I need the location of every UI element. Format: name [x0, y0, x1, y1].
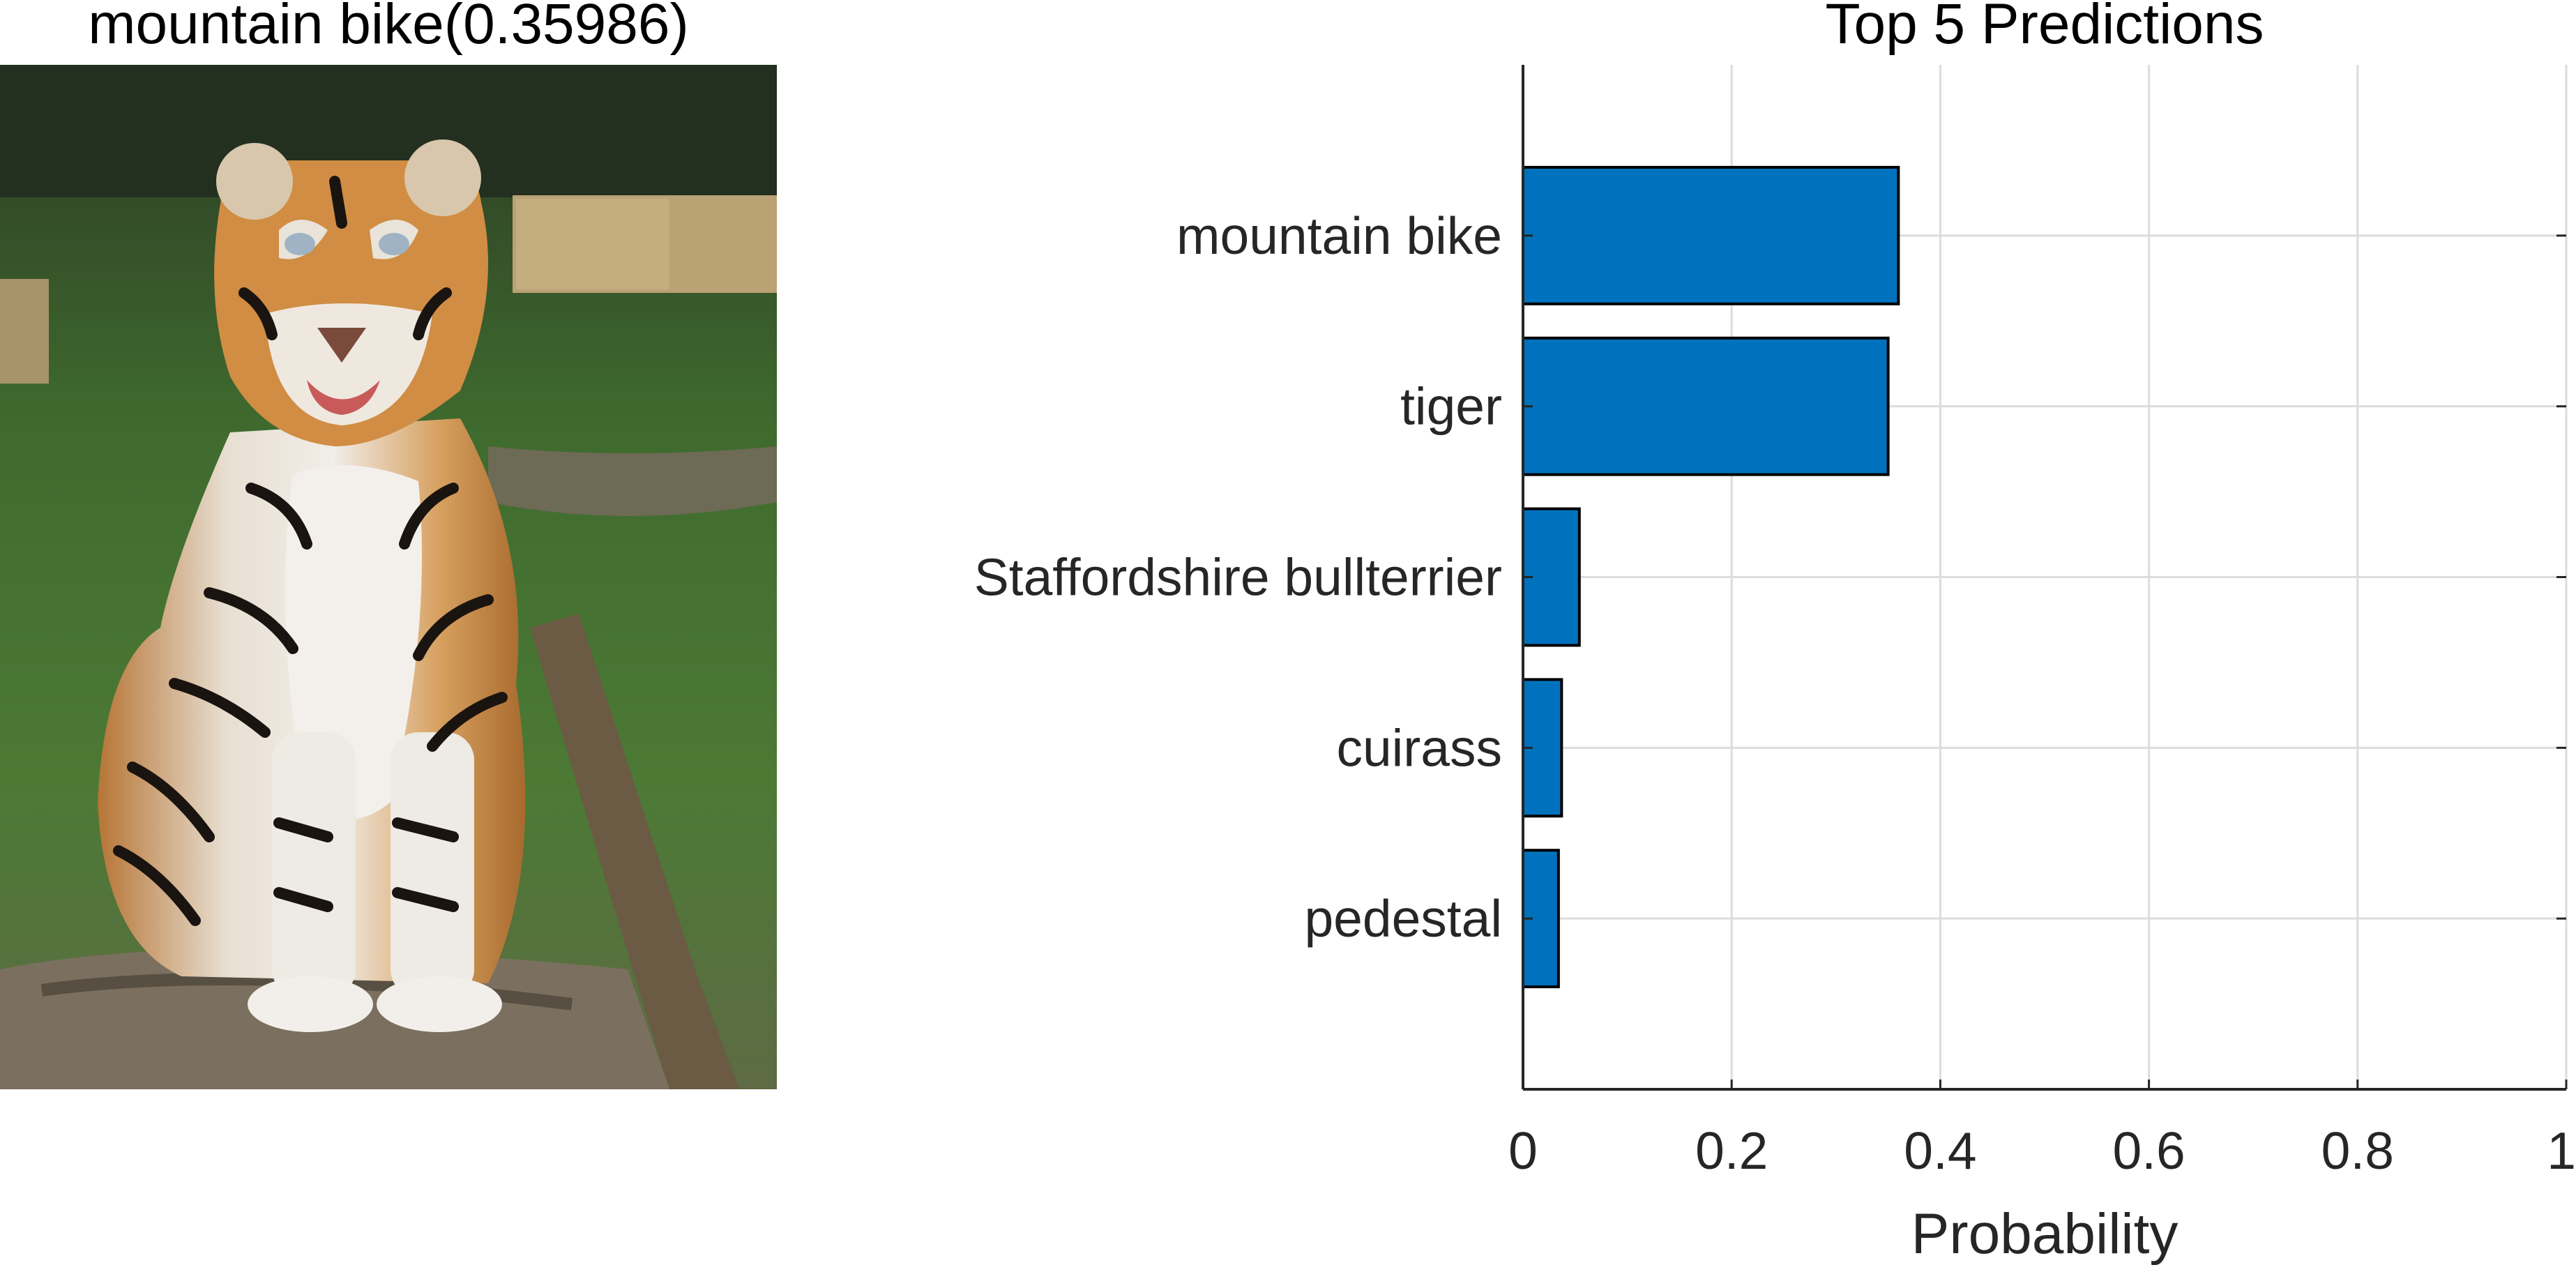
tiger-photo [0, 65, 777, 1089]
y-tick-label: tiger [1400, 377, 1502, 436]
x-tick-label: 0.2 [1695, 1121, 1768, 1180]
chart-title: Top 5 Predictions [1825, 0, 2264, 56]
x-tick-label: 1 [2547, 1121, 2576, 1180]
bar [1522, 165, 1900, 305]
y-tick-label: Staffordshire bullterrier [974, 548, 1502, 607]
x-tick-label: 0.6 [2112, 1121, 2185, 1180]
y-tick-labels: mountain bike tiger Staffordshire bullterr… [974, 206, 1502, 948]
bar [1522, 336, 1890, 476]
bar-chart: Top 5 Predictions 0 0.2 0.4 0.6 0.8 1 mountai… [974, 0, 2576, 1266]
x-axis-label: Probability [1911, 1202, 2179, 1266]
y-tick-label: mountain bike [1176, 206, 1502, 265]
x-tick-label: 0.4 [1904, 1121, 1976, 1180]
x-tick-label: 0.8 [2321, 1121, 2394, 1180]
image-title: mountain bike(0.35986) [88, 0, 689, 56]
image-panel: mountain bike(0.35986) [0, 0, 777, 1089]
x-tick-labels: 0 0.2 0.4 0.6 0.8 1 [1508, 1121, 2576, 1180]
y-tick-label: pedestal [1304, 889, 1502, 948]
y-tick-label: cuirass [1336, 718, 1502, 777]
axes [1522, 65, 2568, 1091]
x-tick-label: 0 [1508, 1121, 1538, 1180]
